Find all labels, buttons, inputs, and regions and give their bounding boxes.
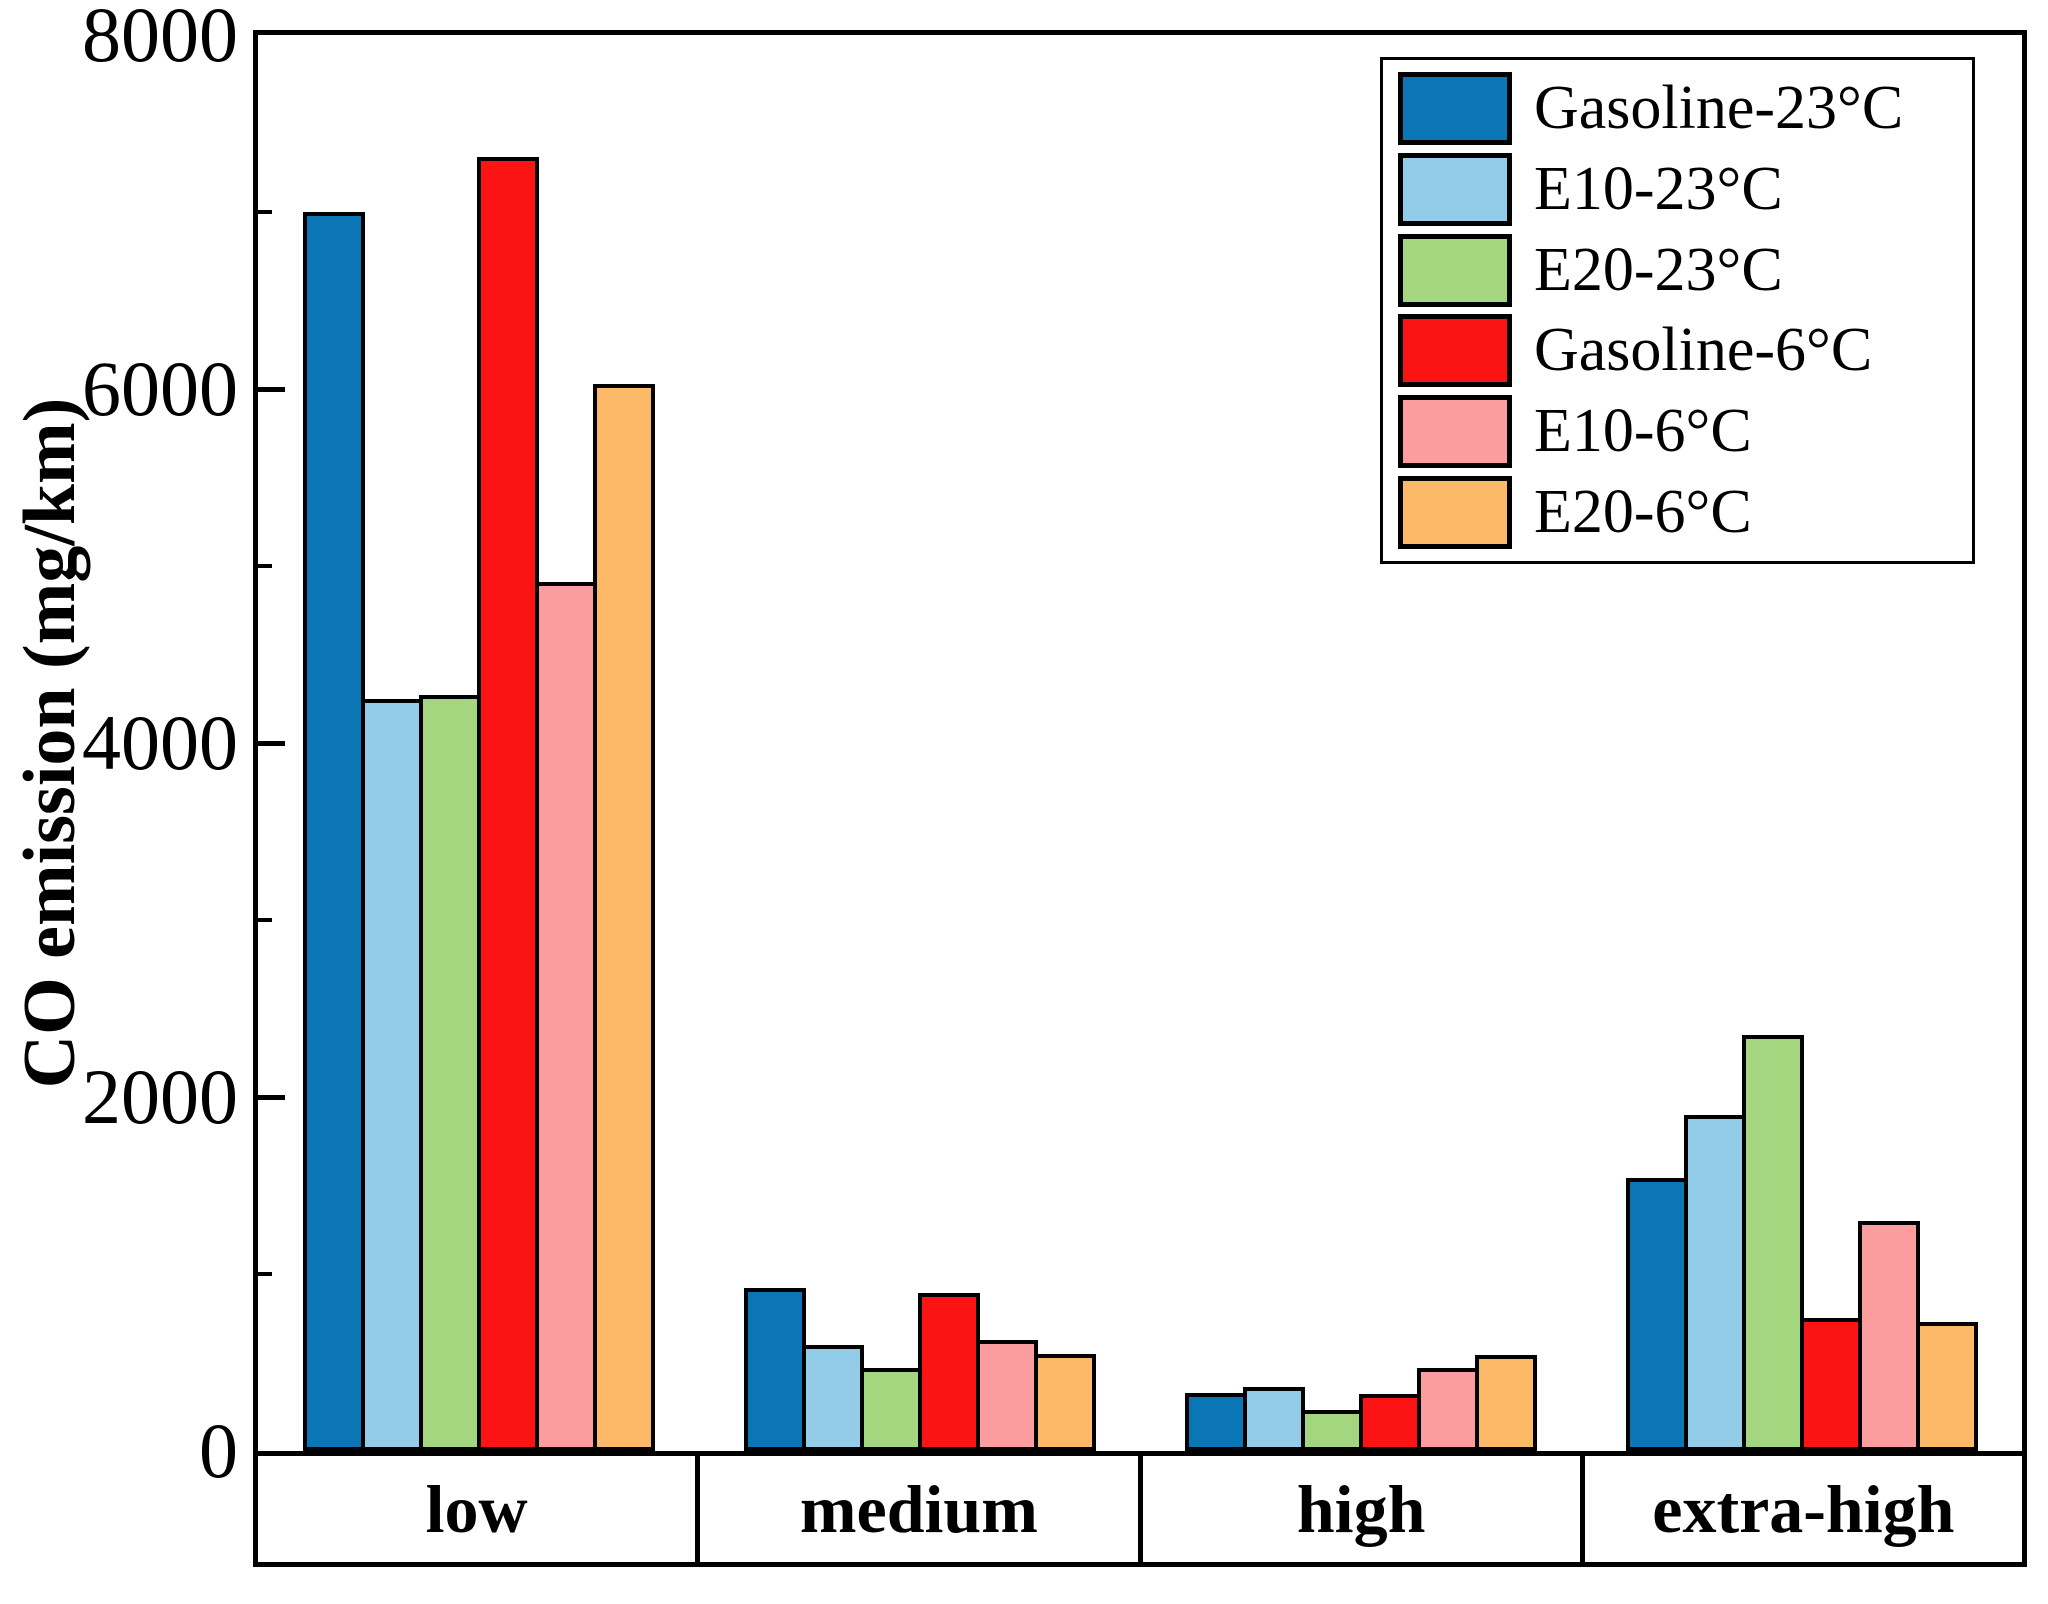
- category-label-medium: medium: [695, 1451, 1143, 1567]
- y-tick-label: 8000: [82, 0, 238, 78]
- y-minor-tick: [258, 918, 272, 922]
- bar-low-E10-23°C: [360, 698, 423, 1451]
- legend-swatch-gasoline-6c: [1398, 314, 1512, 388]
- bar-low-E20-6°C: [592, 383, 655, 1451]
- legend-label: Gasoline-23°C: [1534, 73, 1904, 142]
- bar-high-E20-6°C: [1474, 1355, 1537, 1451]
- bar-high-E10-6°C: [1416, 1367, 1479, 1451]
- bar-low-E10-6°C: [534, 581, 597, 1451]
- legend-item: E20-6°C: [1398, 476, 1972, 550]
- bar-extra-high-E20-6°C: [1915, 1321, 1978, 1451]
- category-label-low: low: [253, 1451, 701, 1567]
- bar-medium-E10-23°C: [801, 1344, 864, 1451]
- bar-high-E10-23°C: [1242, 1387, 1305, 1451]
- legend-swatch-gasoline-23c: [1398, 71, 1512, 145]
- y-tick-label: 6000: [82, 345, 238, 432]
- legend-swatch-e10-6c: [1398, 395, 1512, 469]
- y-major-tick: [258, 386, 285, 392]
- legend-label: Gasoline-6°C: [1534, 316, 1873, 385]
- x-axis-category-strip: low medium high extra-high: [253, 1451, 2027, 1567]
- y-minor-tick: [258, 210, 272, 214]
- y-tick-label: 4000: [82, 699, 238, 786]
- bar-low-Gasoline-23°C: [302, 212, 365, 1451]
- bar-extra-high-E20-23°C: [1741, 1035, 1804, 1451]
- bar-high-Gasoline-6°C: [1358, 1394, 1421, 1451]
- bar-medium-E20-6°C: [1033, 1353, 1096, 1451]
- bar-medium-Gasoline-23°C: [743, 1288, 806, 1451]
- y-tick-label: 2000: [82, 1053, 238, 1140]
- bar-medium-E10-6°C: [975, 1339, 1038, 1451]
- y-minor-tick: [258, 1272, 272, 1276]
- bar-high-E20-23°C: [1300, 1410, 1363, 1451]
- legend-swatch-e10-23c: [1398, 152, 1512, 226]
- legend-item: E20-23°C: [1398, 233, 1972, 307]
- legend-label: E10-23°C: [1534, 154, 1783, 223]
- category-label-extra-high: extra-high: [1579, 1451, 2027, 1567]
- y-minor-tick: [258, 564, 272, 568]
- bar-extra-high-Gasoline-23°C: [1625, 1178, 1688, 1451]
- bar-extra-high-Gasoline-6°C: [1799, 1318, 1862, 1451]
- legend-item: Gasoline-23°C: [1398, 71, 1972, 145]
- legend-label: E20-6°C: [1534, 478, 1752, 547]
- y-tick-label: 0: [199, 1407, 238, 1494]
- plot-inner-area: [258, 35, 2022, 1451]
- bar-extra-high-E10-23°C: [1683, 1114, 1746, 1451]
- bar-low-E20-23°C: [418, 695, 481, 1451]
- bar-high-Gasoline-23°C: [1184, 1392, 1247, 1451]
- legend-item: Gasoline-6°C: [1398, 314, 1972, 388]
- legend-swatch-e20-23c: [1398, 233, 1512, 307]
- bar-medium-Gasoline-6°C: [917, 1293, 980, 1451]
- y-major-tick: [258, 1094, 285, 1100]
- legend-label: E20-23°C: [1534, 235, 1783, 304]
- bar-low-Gasoline-6°C: [476, 157, 539, 1451]
- legend-item: E10-23°C: [1398, 152, 1972, 226]
- y-major-tick: [258, 740, 285, 746]
- category-label-high: high: [1137, 1451, 1585, 1567]
- legend-swatch-e20-6c: [1398, 476, 1512, 550]
- bar-extra-high-E10-6°C: [1857, 1220, 1920, 1451]
- legend: Gasoline-23°C E10-23°C E20-23°C Gasoline…: [1380, 57, 1975, 564]
- bar-medium-E20-23°C: [859, 1367, 922, 1451]
- legend-item: E10-6°C: [1398, 395, 1972, 469]
- legend-label: E10-6°C: [1534, 397, 1752, 466]
